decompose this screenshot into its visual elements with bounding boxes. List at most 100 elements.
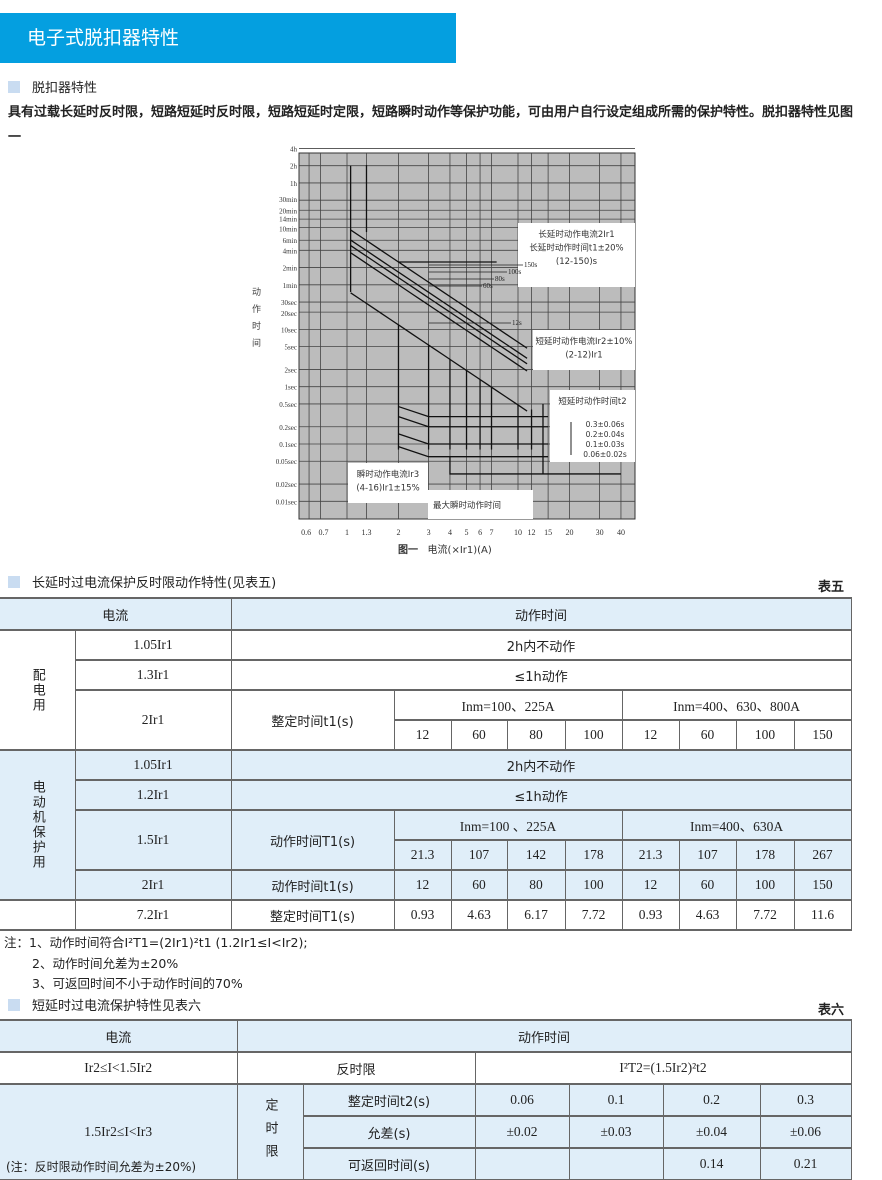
cell: 1.5Ir1	[75, 809, 232, 871]
annotation-text: 短延时动作电流Ir2±10%	[536, 336, 633, 347]
section-title: 短延时过电流保护特性见表六	[32, 999, 202, 1014]
section-heading: 脱扣器特性	[8, 80, 97, 98]
cell: 2h内不动作	[230, 629, 852, 661]
y-axis-label: 动作时间	[252, 288, 262, 349]
x-tick-label: 2	[396, 528, 400, 537]
intro-paragraph: 具有过载长延时反时限，短路短延时反时限，短路短延时定限，短路瞬时动作等保护功能，…	[8, 105, 854, 145]
row-label: 允差(s)	[303, 1115, 476, 1149]
x-tick-label: 4	[448, 528, 452, 537]
table6-heading: 短延时过电流保护特性见表六	[8, 998, 201, 1016]
cell: 1.05Ir1	[74, 629, 232, 661]
value-cell	[568, 1147, 664, 1180]
value-cell: 178	[735, 839, 795, 871]
annotation-text: (4-16)Ir1±15%	[356, 484, 419, 494]
y-tick-label: 14min	[279, 216, 297, 224]
y-tick-label: 0.2sec	[279, 424, 297, 432]
y-tick-label: 20sec	[281, 310, 297, 318]
cell: ≤1h动作	[230, 779, 852, 811]
table5-heading: 长延时过电流保护反时限动作特性(见表五)	[8, 575, 276, 593]
y-tick-label: 0.02sec	[276, 481, 297, 489]
y-tick-label: 0.1sec	[279, 441, 297, 449]
x-tick-label: 0.6	[301, 528, 311, 537]
short-delay-curve	[398, 446, 549, 458]
annotation-text: 长延时动作电流2Ir1	[538, 229, 614, 240]
value-cell: 6.17	[506, 899, 566, 931]
row-label: 可返回时间(s)	[303, 1147, 476, 1180]
current-range: 1.5Ir2≤I<Ir3	[84, 1124, 153, 1139]
cell: 1.3Ir1	[75, 659, 232, 691]
value-cell: 0.21	[759, 1147, 852, 1180]
value-cell: 21.3	[394, 839, 452, 871]
header-time: 动作时间	[230, 597, 852, 631]
value-cell: 107	[678, 839, 737, 871]
value-cell: 107	[450, 839, 508, 871]
value-cell: 0.1	[568, 1083, 664, 1117]
long-delay-curve	[350, 252, 528, 372]
short-delay-time-box	[550, 390, 635, 462]
value-cell: 267	[793, 839, 852, 871]
y-tick-label: 20min	[279, 207, 297, 215]
max-instant-box	[428, 490, 533, 519]
definite-time-label: 定时限	[236, 1083, 304, 1180]
cell: I²T2=(1.5Ir2)²t2	[474, 1051, 852, 1085]
value-cell: ±0.03	[568, 1115, 664, 1149]
x-tick-label: 5	[465, 528, 469, 537]
cell: 1.2Ir1	[75, 779, 232, 811]
y-tick-label: 10sec	[281, 326, 297, 334]
cell: 反时限	[236, 1051, 476, 1085]
value-cell: 0.14	[662, 1147, 761, 1180]
cell: Ir2≤I<1.5Ir2	[0, 1051, 238, 1085]
cell: 2Ir1	[75, 869, 232, 901]
cell: Inm=100 、225A	[393, 809, 623, 841]
trip-characteristic-chart: 0.6 0.7 1 1.3 2 3 4 5 6 7 10 12 15 20 30 40 4h 2h 1h 30min 2…	[276, 145, 636, 537]
value-cell: 4.63	[678, 899, 737, 931]
long-delay-curve	[350, 239, 528, 359]
annotation-text: 短延时动作时间t2	[558, 396, 626, 407]
x-axis-label: 电流(×Ir1)(A)	[427, 545, 492, 556]
cell: 2h内不动作	[230, 749, 852, 781]
value-cell: 150	[793, 719, 852, 751]
curve-label: 100s	[508, 268, 522, 276]
annotation-text: (12-150)s	[556, 257, 598, 267]
value-cell: 4.63	[450, 899, 508, 931]
value-cell: 142	[506, 839, 566, 871]
note: 2、动作时间允差为±20%	[32, 955, 179, 971]
cell: ≤1h动作	[230, 659, 852, 691]
value-cell: 12	[621, 869, 680, 901]
value-cell: 0.2	[662, 1083, 761, 1117]
y-tick-label: 2h	[290, 163, 298, 171]
value-cell: 100	[735, 719, 795, 751]
x-tick-label: 20	[565, 528, 573, 537]
section-title: 长延时过电流保护反时限动作特性(见表五)	[32, 576, 277, 591]
header-current: 电流	[0, 1019, 238, 1053]
y-tick-label: 2sec	[285, 366, 297, 374]
annotation-text: (2-12)Ir1	[565, 351, 602, 361]
bullet-square-icon	[8, 999, 20, 1011]
value-cell: 21.3	[621, 839, 680, 871]
header-current: 电流	[0, 597, 232, 631]
bullet-square-icon	[8, 576, 20, 588]
value-cell: 7.72	[735, 899, 795, 931]
y-tick-label: 30sec	[281, 299, 297, 307]
header-time: 动作时间	[236, 1019, 852, 1053]
curve-label: 80s	[495, 275, 505, 283]
y-tick-label: 0.5sec	[279, 401, 297, 409]
value-cell: ±0.04	[662, 1115, 761, 1149]
instantaneous-box	[348, 463, 428, 503]
figure-caption: 图一 电流(×Ir1)(A)	[398, 541, 492, 556]
short-delay-current-box	[533, 330, 635, 370]
y-tick-label: 1min	[283, 282, 298, 290]
table-number: 表五	[817, 580, 844, 595]
annotation-text: 0.2±0.04s	[586, 430, 625, 439]
note: 3、可返回时间不小于动作时间的70%	[32, 976, 243, 991]
value-cell: ±0.06	[759, 1115, 852, 1149]
value-cell: 60	[678, 869, 737, 901]
y-tick-label: 1sec	[285, 384, 297, 392]
value-cell: 12	[621, 719, 680, 751]
x-tick-label: 15	[544, 528, 552, 537]
cell: 动作时间t1(s)	[230, 869, 395, 901]
x-tick-label: 6	[478, 528, 482, 537]
curve-label: 60s	[483, 282, 493, 290]
annotation-text: 0.06±0.02s	[583, 450, 627, 459]
